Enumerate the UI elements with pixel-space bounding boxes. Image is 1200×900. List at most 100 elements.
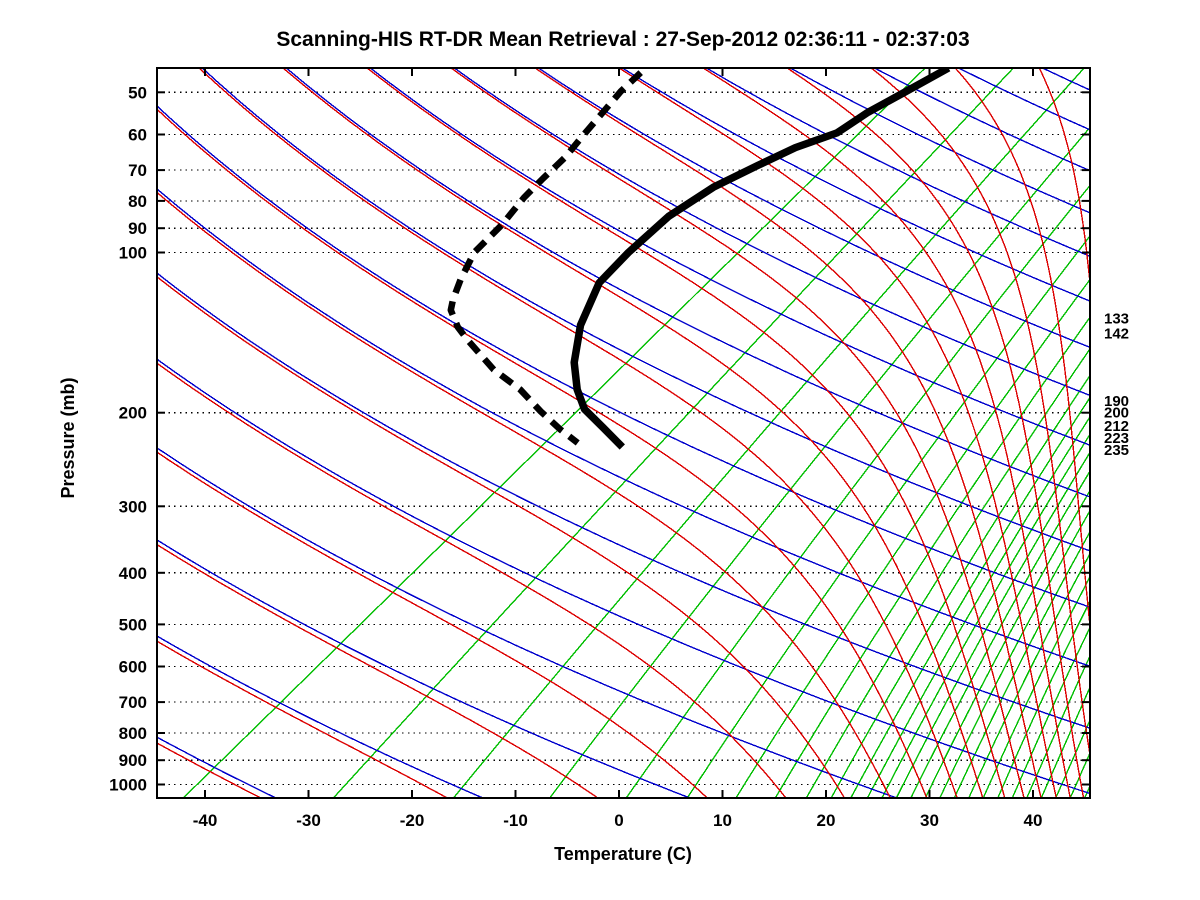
moist-adiabat-line: [157, 543, 599, 798]
pressure-tick-label: 700: [119, 693, 147, 712]
moist-adiabat-line: [1179, 68, 1200, 798]
dry-adiabat-line: [538, 68, 1090, 349]
moist-adiabat-line: [198, 68, 958, 798]
temperature-tick-label: 30: [920, 811, 939, 830]
dry-adiabat-line: [201, 68, 1090, 552]
dewpoint-curve: [447, 70, 643, 446]
pressure-tick-label: 900: [119, 751, 147, 770]
sounding-curves: [447, 68, 951, 450]
dry-adiabat-line: [157, 447, 898, 798]
temperature-tick-label: -20: [400, 811, 425, 830]
humidity-line: [997, 599, 1090, 798]
temperature-tick-label: -10: [503, 811, 528, 830]
pressure-tick-label: 50: [128, 83, 147, 102]
dry-adiabat-line: [157, 272, 1090, 729]
temperature-tick-label: 10: [713, 811, 732, 830]
tick-labels: 5060708090100200300400500600700800900100…: [109, 83, 1042, 830]
moist-adiabat-line: [157, 640, 448, 798]
humidity-line: [881, 433, 1090, 798]
pressure-tick-label: 70: [128, 161, 147, 180]
temperature-tick-label: -30: [296, 811, 321, 830]
pressure-level-label: 190: [1104, 393, 1129, 410]
moist-adiabat-line: [157, 451, 708, 798]
pressure-tick-label: 90: [128, 219, 147, 238]
dry-adiabat-line: [285, 68, 1090, 498]
dry-adiabat-line: [157, 358, 1090, 795]
humidity-line: [939, 509, 1090, 798]
dry-adiabat-line: [874, 68, 1090, 172]
dry-adiabat-line: [1127, 68, 1200, 798]
moist-adiabat-line: [702, 68, 1071, 798]
moist-adiabat-line: [870, 68, 1090, 760]
pressure-level-label: 200: [1104, 405, 1129, 422]
pressure-tick-label: 400: [119, 564, 147, 583]
humidity-line: [686, 234, 1090, 798]
humidity-line: [1011, 626, 1090, 798]
dry-adiabat-line: [790, 68, 1090, 214]
humidity-line: [982, 575, 1090, 798]
humidity-line: [549, 126, 1090, 798]
temperature-curve: [570, 68, 951, 450]
moist-adiabat-line: [954, 68, 1090, 633]
temperature-tick-label: 20: [817, 811, 836, 830]
pressure-tick-label: 60: [128, 125, 147, 144]
dry-adiabat-line: [369, 68, 1090, 446]
humidity-line: [805, 347, 1090, 798]
moist-adiabat-line: [157, 191, 891, 798]
humidity-line: [968, 552, 1090, 798]
temperature-tick-label: 0: [614, 811, 623, 830]
moist-adiabat-line: [450, 68, 1025, 798]
pressure-tick-label: 600: [119, 658, 147, 677]
moist-adiabat-line: [282, 68, 984, 798]
moist-adiabat-line: [366, 68, 1006, 798]
pressure-level-label: 142: [1104, 326, 1129, 343]
humidity-line: [953, 530, 1090, 798]
moist-adiabat-line: [786, 68, 1085, 798]
dry-adiabat-line: [157, 635, 484, 798]
pressure-tick-label: 100: [119, 244, 147, 263]
moist-adiabat-line: [1038, 68, 1090, 291]
humidity-line: [850, 396, 1090, 798]
humidity-line: [830, 374, 1090, 798]
humidity-line: [332, 68, 1015, 798]
moist-adiabat-lines: [157, 68, 1200, 798]
dry-adiabat-lines: [157, 68, 1200, 798]
humidity-line: [735, 278, 1090, 798]
humidity-line: [625, 184, 1090, 798]
pressure-level-label: 212: [1104, 418, 1129, 435]
x-axis-label: Temperature (C): [554, 844, 692, 864]
isobar-gridlines: [157, 91, 1090, 786]
moist-adiabat-line: [157, 275, 846, 798]
moist-adiabat-line: [157, 362, 787, 798]
chart-title: Scanning-HIS RT-DR Mean Retrieval : 27-S…: [276, 28, 969, 51]
humidity-line: [1084, 784, 1090, 798]
humidity-line: [910, 469, 1090, 798]
pressure-tick-label: 1000: [109, 776, 147, 795]
humidity-line: [895, 451, 1090, 798]
y-axis-label: Pressure (mb): [58, 377, 78, 498]
pressure-level-label: 133: [1104, 310, 1129, 327]
moist-adiabat-line: [534, 68, 1042, 798]
plot-frame-and-ticks: [156, 67, 1091, 799]
temperature-tick-label: 40: [1024, 811, 1043, 830]
pressure-tick-label: 500: [119, 615, 147, 634]
dry-adiabat-line: [157, 104, 1090, 608]
dry-adiabat-line: [622, 68, 1090, 302]
temperature-tick-label: -40: [193, 811, 218, 830]
dry-adiabat-line: [157, 539, 691, 798]
pressure-level-label: 235: [1104, 442, 1129, 459]
plot-frame: [156, 67, 1091, 799]
humidity-line: [1026, 654, 1090, 798]
moist-adiabat-line: [618, 68, 1057, 798]
humidity-line: [452, 68, 1085, 798]
humidity-line: [774, 316, 1090, 798]
dry-adiabat-line: [453, 68, 1090, 397]
pressure-level-label: 223: [1104, 430, 1129, 447]
pressure-tick-label: 800: [119, 724, 147, 743]
pressure-tick-label: 300: [119, 497, 147, 516]
pressure-tick-label: 80: [128, 192, 147, 211]
dry-adiabat-line: [706, 68, 1090, 258]
